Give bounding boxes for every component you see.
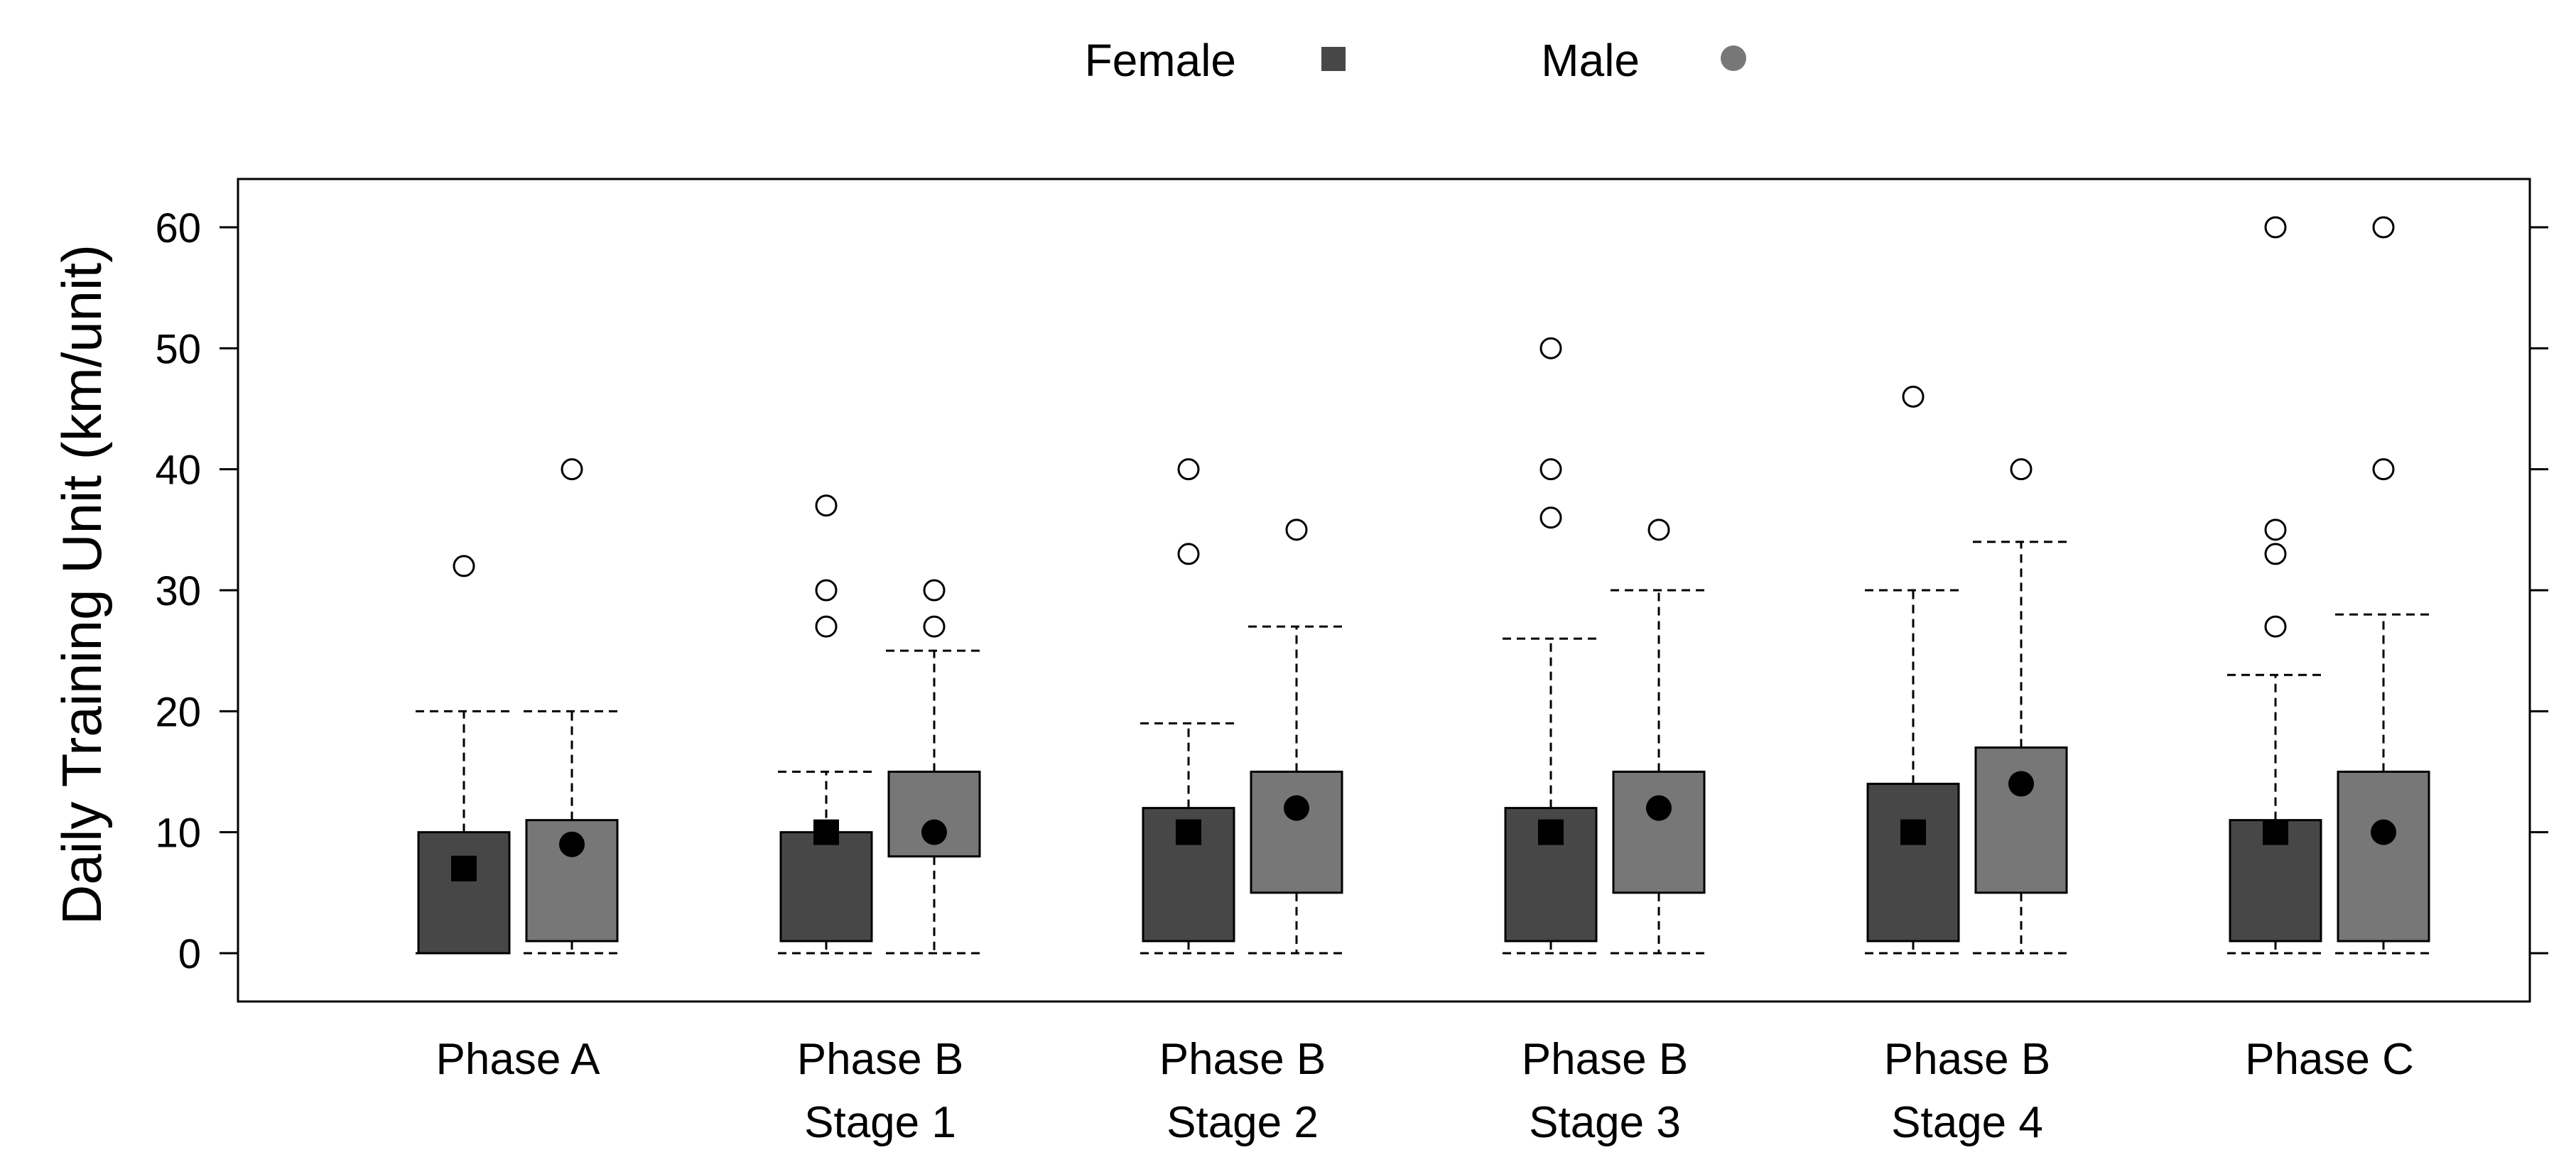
y-tick-label: 10 xyxy=(155,810,201,857)
x-tick-label: Stage 2 xyxy=(1167,1098,1319,1147)
x-tick-label: Phase B xyxy=(1884,1035,2050,1084)
iqr-box xyxy=(779,831,873,943)
box-female xyxy=(416,555,512,955)
mean-marker xyxy=(1284,795,1309,821)
mean-marker xyxy=(1176,819,1201,845)
mean-marker xyxy=(1900,819,1926,845)
outlier-point xyxy=(1177,458,1200,481)
box-female xyxy=(1865,385,1961,955)
x-tick-label: Phase B xyxy=(1159,1035,1326,1084)
legend-label-female: Female xyxy=(1085,35,1236,86)
x-tick-label: Stage 1 xyxy=(804,1098,956,1147)
outlier-point xyxy=(2264,519,2287,541)
series-male xyxy=(524,216,2432,955)
iqr-box xyxy=(1974,746,2068,894)
outlier-point xyxy=(2372,216,2395,239)
box-female xyxy=(1140,458,1237,955)
iqr-box xyxy=(1866,783,1960,943)
x-tick-label: Phase A xyxy=(436,1035,601,1084)
outlier-point xyxy=(561,458,583,481)
outlier-point xyxy=(453,555,475,577)
outlier-point xyxy=(1539,458,1562,481)
legend-label-male: Male xyxy=(1541,35,1640,86)
box-male xyxy=(1248,519,1345,955)
right-axis-ticks xyxy=(2530,226,2548,955)
outlier-point xyxy=(923,615,946,638)
x-axis: Phase A Phase B Stage 1 Phase B Stage 2 Phase… xyxy=(436,1035,2414,1147)
box-male xyxy=(524,458,620,955)
outlier-point xyxy=(923,579,946,602)
box-groups xyxy=(416,216,2432,955)
box-female xyxy=(2227,216,2324,955)
mean-marker xyxy=(2371,819,2396,845)
mean-marker xyxy=(2008,771,2034,797)
y-tick-label: 0 xyxy=(178,931,201,977)
mean-marker xyxy=(2263,819,2288,845)
y-tick-label: 40 xyxy=(155,447,201,494)
outlier-point xyxy=(1285,519,1308,541)
mean-marker xyxy=(921,819,947,845)
mean-marker xyxy=(559,831,585,857)
outlier-point xyxy=(815,579,838,602)
iqr-box xyxy=(1142,807,1235,943)
iqr-box xyxy=(417,831,511,955)
outlier-point xyxy=(1539,337,1562,359)
outlier-point xyxy=(815,615,838,638)
iqr-box xyxy=(1250,771,1343,894)
y-axis: 0 10 20 30 40 50 60 xyxy=(155,205,238,977)
y-axis-label: Daily Training Unit (km/unit) xyxy=(50,244,113,925)
legend: Female Male xyxy=(1085,35,1746,86)
box-female xyxy=(1503,337,1599,955)
mean-marker xyxy=(813,819,839,845)
outlier-point xyxy=(815,494,838,517)
iqr-box xyxy=(2337,771,2430,943)
outlier-point xyxy=(1647,519,1670,541)
mean-marker xyxy=(1646,795,1672,821)
y-tick-label: 60 xyxy=(155,205,201,251)
box-male xyxy=(886,579,983,955)
box-female xyxy=(778,494,875,955)
legend-circle-icon xyxy=(1721,45,1746,71)
box-male xyxy=(1973,458,2069,955)
y-tick-label: 50 xyxy=(155,326,201,372)
outlier-point xyxy=(2264,543,2287,565)
x-tick-label: Phase C xyxy=(2245,1035,2414,1084)
x-tick-label: Phase B xyxy=(797,1035,963,1084)
outlier-point xyxy=(2264,615,2287,638)
outlier-point xyxy=(2372,458,2395,481)
x-tick-label: Stage 4 xyxy=(1891,1098,2043,1147)
outlier-point xyxy=(2264,216,2287,239)
x-tick-label: Stage 3 xyxy=(1529,1098,1681,1147)
mean-marker xyxy=(451,855,477,881)
x-tick-label: Phase B xyxy=(1522,1035,1688,1084)
y-tick-label: 20 xyxy=(155,689,201,735)
outlier-point xyxy=(1539,506,1562,529)
box-male xyxy=(2335,216,2432,955)
iqr-box xyxy=(1612,771,1706,894)
outlier-point xyxy=(1902,385,1925,408)
legend-square-icon xyxy=(1321,47,1346,71)
box-male xyxy=(1611,519,1707,955)
mean-marker xyxy=(1538,819,1564,845)
outlier-point xyxy=(2010,458,2033,481)
series-female xyxy=(416,216,2324,955)
y-tick-label: 30 xyxy=(155,568,201,614)
outlier-point xyxy=(1177,543,1200,565)
